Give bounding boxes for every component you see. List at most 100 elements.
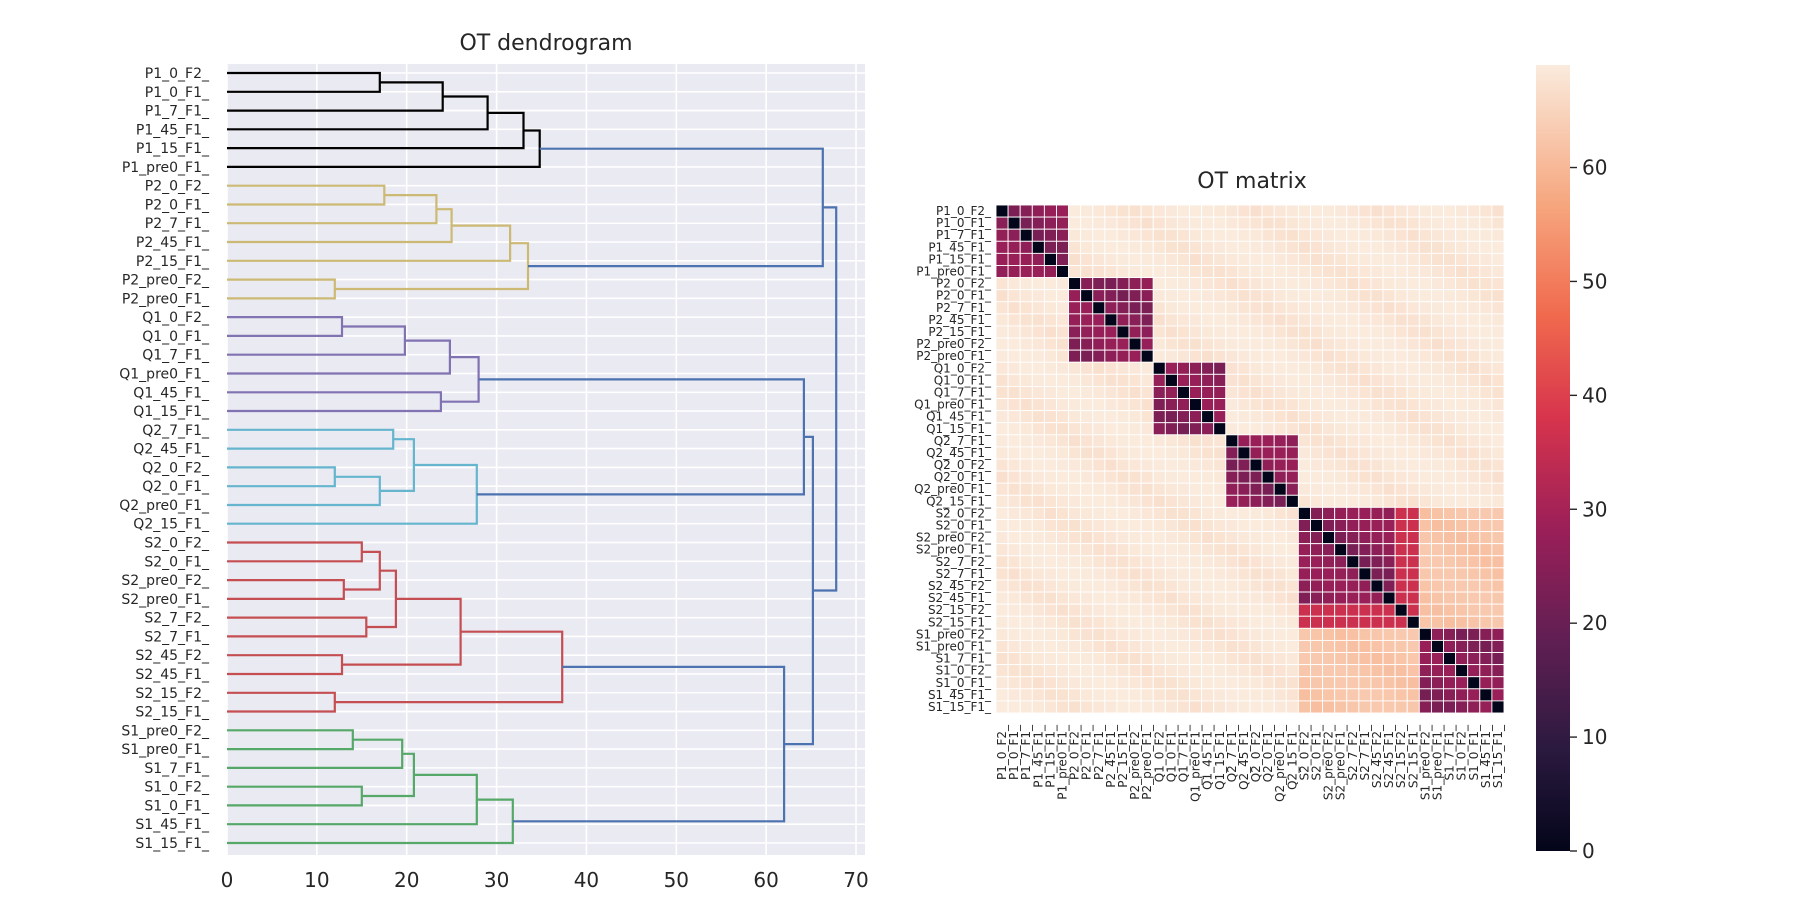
heatmap-cell: [1249, 325, 1263, 339]
heatmap-cell: [1116, 458, 1130, 472]
heatmap-cell: [1164, 240, 1178, 254]
heatmap-cell: [1467, 325, 1481, 339]
heatmap-cell: [1225, 410, 1239, 424]
heatmap-cell: [1164, 494, 1178, 508]
heatmap-cell: [1430, 458, 1444, 472]
heatmap-row-label: Q2_pre0_F1_: [914, 482, 992, 496]
heatmap-cell: [1346, 664, 1360, 678]
heatmap-cell: [1116, 216, 1130, 230]
heatmap-cell: [1213, 506, 1227, 520]
heatmap-column-label: S2_0_F2_: [1297, 724, 1311, 780]
heatmap-cell: [1116, 446, 1130, 460]
heatmap-cell: [1334, 688, 1348, 702]
heatmap-cell: [1019, 555, 1033, 569]
heatmap-cell: [1394, 482, 1408, 496]
heatmap-cell: [1467, 204, 1481, 218]
heatmap-cell: [1176, 555, 1190, 569]
heatmap-cell: [1080, 555, 1094, 569]
heatmap-cell: [1237, 627, 1251, 641]
heatmap-cell: [995, 277, 1009, 291]
heatmap-cell: [1068, 470, 1082, 484]
heatmap-cell: [1056, 676, 1070, 690]
heatmap-cell: [1443, 639, 1457, 653]
heatmap-column-label: Q1_pre0_F1_: [1189, 724, 1203, 802]
heatmap-cell: [1467, 216, 1481, 230]
heatmap-cell: [1297, 422, 1311, 436]
heatmap-cell: [1322, 603, 1336, 617]
heatmap-cell: [1261, 277, 1275, 291]
heatmap-cell: [1019, 216, 1033, 230]
heatmap-cell: [1104, 410, 1118, 424]
heatmap-column-label: P2_0_F1_: [1080, 724, 1094, 780]
heatmap-cell: [1104, 639, 1118, 653]
dendrogram-leaf-label: P1_0_F2_: [145, 66, 210, 82]
heatmap-cell: [995, 664, 1009, 678]
heatmap-cell: [995, 639, 1009, 653]
heatmap-cell: [1322, 700, 1336, 714]
heatmap-cell: [1491, 627, 1505, 641]
heatmap-cell: [1225, 470, 1239, 484]
heatmap-cell: [1322, 688, 1336, 702]
heatmap-cell: [1382, 482, 1396, 496]
heatmap-cell: [1285, 240, 1299, 254]
heatmap-cell: [1346, 591, 1360, 605]
heatmap-cell: [1189, 639, 1203, 653]
heatmap-row-label: P1_0_F1_: [936, 216, 992, 230]
heatmap-cell: [1237, 543, 1251, 557]
heatmap-row-label: S2_45_F2_: [928, 579, 992, 593]
heatmap-cell: [1189, 506, 1203, 520]
heatmap-cell: [1164, 349, 1178, 363]
heatmap-cell: [1092, 664, 1106, 678]
heatmap-cell: [1201, 301, 1215, 315]
heatmap-cell: [1334, 652, 1348, 666]
heatmap-cell: [1430, 627, 1444, 641]
heatmap-cell: [1176, 688, 1190, 702]
heatmap-cell: [1418, 639, 1432, 653]
heatmap-cell: [1019, 398, 1033, 412]
heatmap-cell: [1164, 688, 1178, 702]
heatmap-cell: [1043, 458, 1057, 472]
heatmap-cell: [1189, 579, 1203, 593]
dendrogram-leaf-label: S1_pre0_F1_: [121, 742, 210, 758]
heatmap-cell: [1201, 688, 1215, 702]
heatmap-cell: [1285, 627, 1299, 641]
heatmap-cell: [1092, 652, 1106, 666]
heatmap-cell: [1104, 313, 1118, 327]
heatmap-cell: [1140, 543, 1154, 557]
heatmap-cell: [1467, 664, 1481, 678]
heatmap-cell: [1370, 700, 1384, 714]
heatmap-cell: [1128, 313, 1142, 327]
heatmap-cell: [1031, 506, 1045, 520]
heatmap-cell: [1322, 204, 1336, 218]
heatmap-cell: [1080, 664, 1094, 678]
heatmap-cell: [1443, 313, 1457, 327]
heatmap-cell: [1443, 567, 1457, 581]
heatmap-cell: [1285, 349, 1299, 363]
heatmap-cell: [1322, 482, 1336, 496]
heatmap-column-label: P1_0_F1_: [1007, 724, 1021, 780]
heatmap-cell: [1152, 422, 1166, 436]
heatmap-cell: [1382, 664, 1396, 678]
heatmap-cell: [1334, 531, 1348, 545]
heatmap-row-label: P1_pre0_F1_: [916, 265, 992, 279]
heatmap-cell: [1455, 265, 1469, 279]
heatmap-cell: [1140, 627, 1154, 641]
heatmap-cell: [1285, 506, 1299, 520]
heatmap-column-label: P2_15_F1_: [1116, 724, 1130, 788]
heatmap-cell: [1116, 252, 1130, 266]
heatmap-cell: [1358, 652, 1372, 666]
heatmap-cell: [1479, 543, 1493, 557]
heatmap-cell: [1128, 482, 1142, 496]
heatmap-cell: [1334, 458, 1348, 472]
heatmap-cell: [1225, 337, 1239, 351]
dendrogram-leaf-label: Q1_15_F1_: [133, 404, 210, 420]
heatmap-cell: [1479, 385, 1493, 399]
heatmap-cell: [1479, 289, 1493, 303]
heatmap-cell: [1140, 240, 1154, 254]
heatmap-cell: [1152, 519, 1166, 533]
heatmap-cell: [1019, 519, 1033, 533]
heatmap-cell: [1418, 531, 1432, 545]
heatmap-cell: [1310, 639, 1324, 653]
heatmap-cell: [1176, 228, 1190, 242]
